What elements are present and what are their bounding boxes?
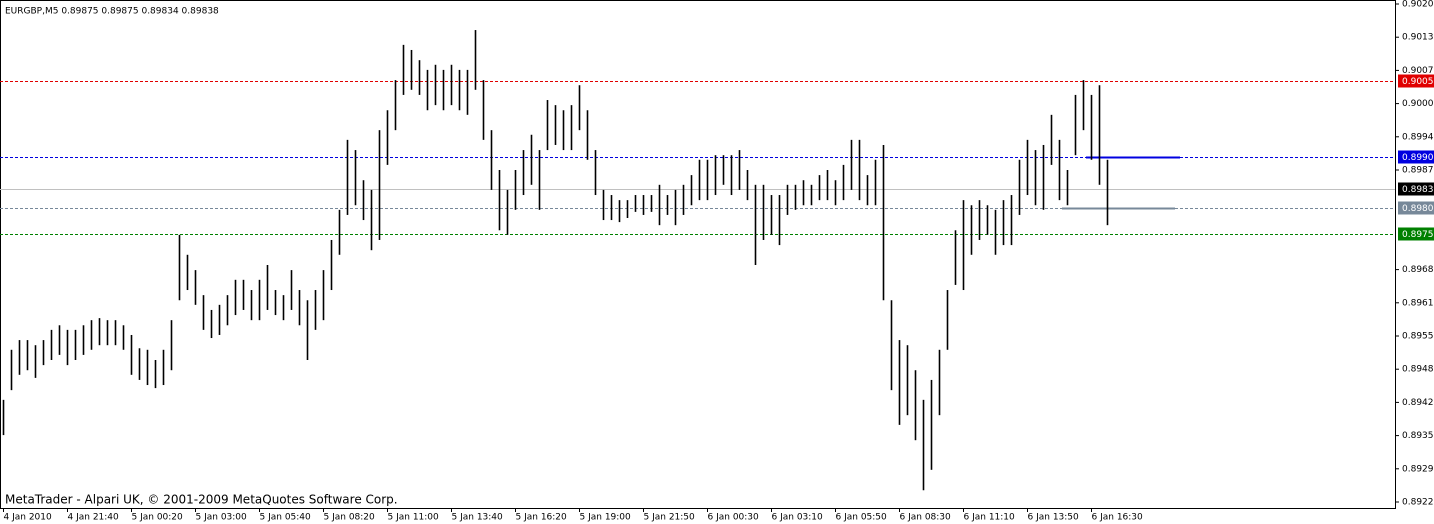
plot-frame	[0, 0, 1396, 509]
y-tick-label: 0.89225	[1402, 498, 1434, 508]
x-tick-label: 6 Jan 08:30	[900, 513, 952, 523]
y-tick-label: 0.90135	[1402, 33, 1434, 43]
level-label-box	[1398, 227, 1434, 241]
x-tick-label: 6 Jan 00:30	[708, 513, 760, 523]
level-label-box	[1398, 74, 1434, 88]
x-tick-label: 5 Jan 19:00	[580, 513, 632, 523]
x-tick-label: 5 Jan 00:20	[132, 513, 184, 523]
x-tick-label: 5 Jan 03:00	[196, 513, 248, 523]
y-tick-label: 0.90005	[1402, 99, 1434, 109]
last-price-label: 0.89838	[1402, 185, 1434, 195]
x-tick-label: 4 Jan 2010	[4, 513, 52, 523]
x-tick-label: 5 Jan 16:20	[516, 513, 568, 523]
x-tick-label: 6 Jan 11:10	[964, 513, 1016, 523]
level-label: 0.9005	[1402, 77, 1434, 87]
y-tick-label: 0.89875	[1402, 166, 1434, 176]
chart-title: EURGBP,M5 0.89875 0.89875 0.89834 0.8983…	[5, 7, 219, 17]
x-tick-label: 5 Jan 13:40	[452, 513, 504, 523]
x-tick-label: 6 Jan 03:10	[772, 513, 824, 523]
footer: MetaTrader - Alpari UK, © 2001-2009 Meta…	[5, 493, 398, 507]
x-tick-label: 5 Jan 11:00	[388, 513, 440, 523]
y-tick-label: 0.89485	[1402, 365, 1434, 375]
level-label: 0.8980	[1402, 204, 1434, 214]
level-label: 0.8990	[1402, 153, 1434, 163]
x-tick-label: 6 Jan 05:50	[836, 513, 888, 523]
x-tick-label: 5 Jan 08:20	[324, 513, 376, 523]
x-tick-label: 6 Jan 13:50	[1028, 513, 1080, 523]
x-tick-label: 5 Jan 05:40	[260, 513, 312, 523]
level-label-box	[1398, 201, 1434, 215]
x-tick-label: 6 Jan 16:30	[1092, 513, 1144, 523]
last-price-box	[1398, 182, 1434, 196]
level-label-box	[1398, 150, 1434, 164]
x-tick-label: 5 Jan 21:50	[644, 513, 696, 523]
y-tick-label: 0.89615	[1402, 298, 1434, 308]
level-label: 0.8975	[1402, 230, 1434, 240]
y-tick-label: 0.89355	[1402, 431, 1434, 441]
x-tick-label: 4 Jan 21:40	[68, 513, 120, 523]
